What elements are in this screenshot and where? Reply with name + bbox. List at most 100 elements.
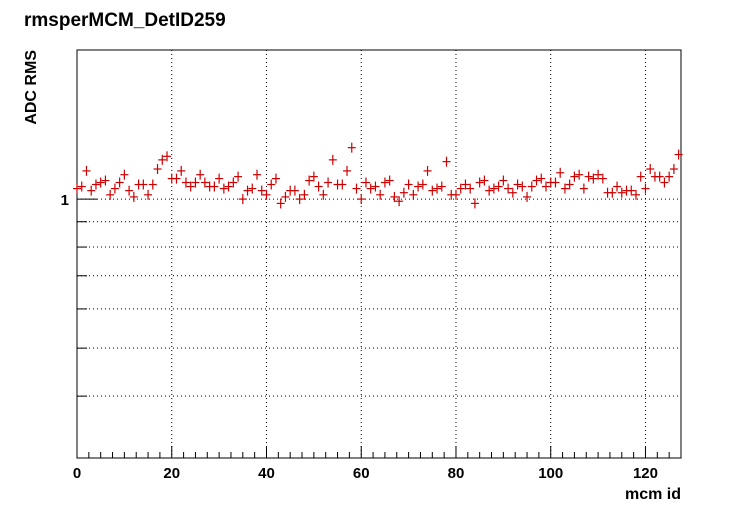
x-tick-label: 80 (448, 465, 465, 482)
data-point (271, 173, 280, 184)
data-point (518, 181, 527, 192)
data-point (674, 149, 683, 160)
data-point (456, 183, 465, 194)
data-point (229, 177, 238, 188)
data-point (290, 185, 299, 196)
data-point (200, 177, 209, 188)
data-point (584, 171, 593, 182)
data-point (380, 177, 389, 188)
data-point (300, 189, 309, 200)
data-point (224, 181, 233, 192)
x-tick-label: 20 (163, 465, 180, 482)
data-point (253, 169, 262, 180)
data-point (527, 181, 536, 192)
data-point (532, 175, 541, 186)
data-point (324, 177, 333, 188)
data-point (551, 177, 560, 188)
data-point (148, 179, 157, 190)
data-point (508, 187, 517, 198)
data-point (215, 173, 224, 184)
data-point (669, 164, 678, 175)
data-point (390, 191, 399, 202)
data-point (575, 169, 584, 180)
data-point (347, 142, 356, 153)
data-point (172, 173, 181, 184)
data-point (541, 181, 550, 192)
data-point (163, 151, 172, 162)
data-point (371, 181, 380, 192)
data-point (376, 189, 385, 200)
data-point (186, 181, 195, 192)
data-point (357, 194, 366, 205)
data-point (404, 179, 413, 190)
data-point (598, 173, 607, 184)
data-point (613, 181, 622, 192)
data-point (87, 185, 96, 196)
data-point (504, 183, 513, 194)
data-point (257, 185, 266, 196)
data-point (665, 171, 674, 182)
data-point (314, 181, 323, 192)
data-point (82, 165, 91, 176)
data-point (565, 179, 574, 190)
data-point (115, 177, 124, 188)
data-point (475, 177, 484, 188)
data-point (466, 183, 475, 194)
x-axis-title: mcm id (625, 486, 681, 503)
data-point (556, 167, 565, 178)
data-point (494, 181, 503, 192)
data-point (110, 183, 119, 194)
plot-area (77, 50, 681, 458)
data-point (660, 177, 669, 188)
data-point (77, 181, 86, 192)
data-point (433, 183, 442, 194)
data-point (655, 171, 664, 182)
y-tick-label: 1 (61, 192, 69, 209)
data-point (343, 165, 352, 176)
data-point (641, 183, 650, 194)
data-point (181, 177, 190, 188)
data-point (144, 189, 153, 200)
data-point (589, 173, 598, 184)
data-point (243, 185, 252, 196)
data-point (636, 171, 645, 182)
data-point (352, 183, 361, 194)
data-point (73, 183, 81, 194)
data-point (461, 179, 470, 190)
data-point (139, 179, 148, 190)
data-point (537, 173, 546, 184)
data-point (489, 183, 498, 194)
data-point (120, 169, 129, 180)
data-point (267, 179, 276, 190)
data-markers (73, 142, 683, 209)
data-point (399, 187, 408, 198)
data-point (96, 177, 105, 188)
data-point (570, 171, 579, 182)
data-point (646, 164, 655, 175)
data-point (281, 191, 290, 202)
data-point (395, 196, 404, 207)
data-point (305, 175, 314, 186)
data-point (627, 185, 636, 196)
data-point (423, 165, 432, 176)
data-point (295, 194, 304, 205)
data-point (196, 169, 205, 180)
data-point (234, 171, 243, 182)
data-point (153, 164, 162, 175)
data-point (608, 187, 617, 198)
data-point (338, 179, 347, 190)
tick-labels: 0 20 40 60 80 100 120 1 (61, 192, 658, 482)
data-point (191, 177, 200, 188)
y-axis-title: ADC RMS (23, 50, 40, 125)
axes (76, 49, 682, 459)
data-point (361, 177, 370, 188)
data-point (129, 191, 138, 202)
data-point (238, 194, 247, 205)
data-point (219, 183, 228, 194)
data-point (428, 185, 437, 196)
data-point (442, 156, 451, 167)
chart-title: rmsperMCM_DetID259 (24, 10, 226, 31)
data-point (513, 179, 522, 190)
data-point (485, 185, 494, 196)
